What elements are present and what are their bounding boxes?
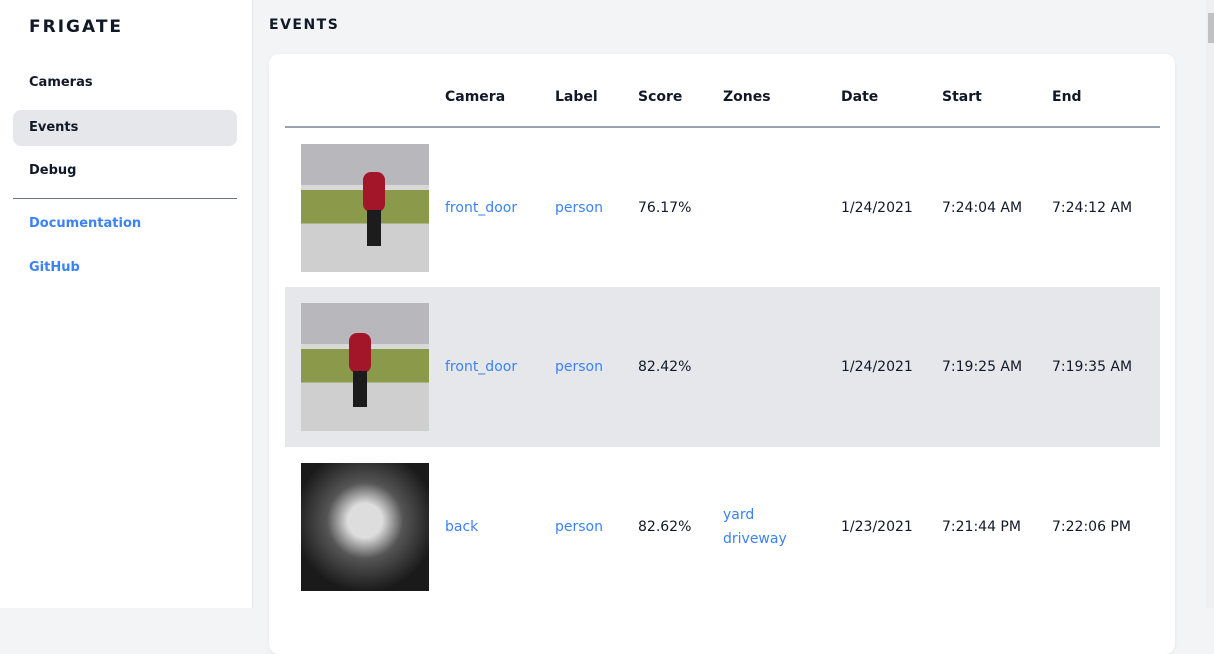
- end-time: 7:24:12 AM: [1052, 199, 1133, 216]
- score: 82.62%: [638, 519, 692, 535]
- github-link[interactable]: GitHub: [29, 260, 80, 275]
- header-thumbnail: [285, 54, 445, 128]
- zone-link[interactable]: driveway: [723, 531, 787, 547]
- start-time: 7:21:44 PM: [942, 519, 1021, 535]
- camera-link[interactable]: back: [445, 519, 479, 535]
- sidebar-item-debug[interactable]: Debug: [29, 163, 77, 178]
- table-row[interactable]: front_door person 76.17% 1/24/2021 7:24:…: [285, 127, 1160, 287]
- sidebar-item-events[interactable]: Events: [13, 110, 237, 146]
- start-time: 7:24:04 AM: [942, 199, 1023, 216]
- header-start: Start: [942, 54, 1052, 128]
- start-time: 7:19:25 AM: [942, 287, 1052, 447]
- sidebar: FRIGATE Cameras Events Debug Documentati…: [0, 0, 253, 608]
- event-thumbnail[interactable]: [301, 143, 429, 272]
- date: 1/24/2021: [841, 199, 913, 216]
- end-time: 7:22:06 PM: [1052, 519, 1131, 535]
- events-table: Camera Label Score Zones Date Start End …: [285, 54, 1160, 607]
- documentation-link[interactable]: Documentation: [29, 216, 142, 231]
- header-camera: Camera: [445, 54, 555, 128]
- end-time: 7:19:35 AM: [1052, 287, 1160, 447]
- date: 1/23/2021: [841, 519, 913, 535]
- score: 76.17%: [638, 199, 692, 216]
- label-link[interactable]: person: [555, 199, 603, 216]
- event-thumbnail[interactable]: [301, 303, 429, 431]
- label-link[interactable]: person: [555, 519, 603, 535]
- label-link[interactable]: person: [555, 359, 603, 375]
- score: 82.42%: [638, 287, 723, 447]
- sidebar-divider: [13, 198, 237, 199]
- header-end: End: [1052, 54, 1160, 128]
- camera-link[interactable]: front_door: [445, 199, 518, 216]
- header-score: Score: [638, 54, 723, 128]
- header-date: Date: [841, 54, 942, 128]
- page-title: EVENTS: [269, 17, 340, 33]
- zone-link[interactable]: yard: [723, 507, 755, 523]
- header-label: Label: [555, 54, 638, 128]
- scrollbar[interactable]: [1206, 0, 1214, 608]
- events-card: Camera Label Score Zones Date Start End …: [269, 54, 1175, 654]
- date: 1/24/2021: [841, 287, 942, 447]
- table-row[interactable]: front_door person 82.42% 1/24/2021 7:19:…: [285, 287, 1160, 447]
- scrollbar-thumb[interactable]: [1208, 13, 1214, 43]
- sidebar-item-cameras[interactable]: Cameras: [29, 75, 93, 90]
- table-row[interactable]: back person 82.62% yard driveway 1/23/202…: [285, 447, 1160, 607]
- app-logo: FRIGATE: [29, 17, 124, 37]
- header-zones: Zones: [723, 54, 841, 128]
- event-thumbnail[interactable]: [301, 463, 429, 591]
- camera-link[interactable]: front_door: [445, 359, 518, 375]
